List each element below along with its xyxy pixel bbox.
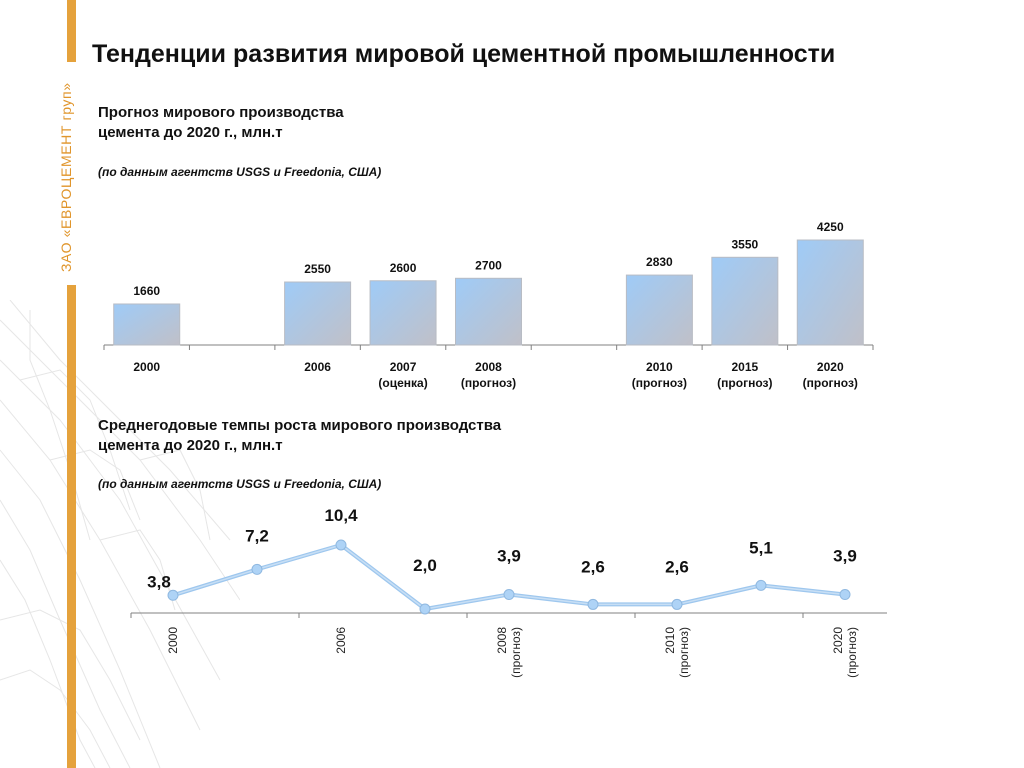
growth-tick-text: 2008 bbox=[495, 627, 509, 654]
bar-value-label: 2700 bbox=[475, 258, 502, 272]
bar-category-label: 2020 bbox=[817, 360, 844, 374]
bar-category-label: (прогноз) bbox=[717, 376, 772, 390]
chart2-heading-line2: цемента до 2020 г., млн.т bbox=[98, 437, 283, 454]
growth-value-label: 3,8 bbox=[147, 572, 171, 591]
growth-value-label: 5,1 bbox=[749, 538, 773, 557]
accent-stripe bbox=[67, 0, 76, 768]
bar bbox=[455, 277, 522, 346]
growth-tick-text: 2010 bbox=[663, 627, 677, 654]
bar-value-label: 1660 bbox=[133, 284, 160, 298]
bar bbox=[113, 303, 181, 346]
production-bar-chart: 1660 2000 2550 2006 2600 2007 (оценка) 2700 2008… bbox=[103, 220, 874, 390]
bar-category-label: 2000 bbox=[133, 360, 160, 374]
page-title: Тенденции развития мировой цементной про… bbox=[92, 40, 836, 68]
bar bbox=[284, 281, 352, 346]
chart2-heading-line1: Среднегодовые темпы роста мирового произ… bbox=[98, 417, 502, 434]
bar bbox=[796, 239, 864, 346]
growth-point bbox=[251, 563, 263, 575]
bar-value-label: 2600 bbox=[390, 261, 417, 275]
bar-value-label: 3550 bbox=[731, 237, 758, 251]
bar-category-label: 2015 bbox=[731, 360, 758, 374]
growth-point bbox=[335, 539, 347, 551]
bar-value-label: 2830 bbox=[646, 255, 673, 269]
bar bbox=[369, 280, 437, 346]
growth-point bbox=[503, 589, 515, 601]
growth-tick-text: (прогноз) bbox=[677, 627, 691, 678]
growth-tick-text: 2000 bbox=[166, 627, 180, 654]
growth-value-label: 2,6 bbox=[581, 557, 605, 576]
growth-tick-label: 2020 (прогноз) bbox=[831, 627, 859, 678]
growth-value-label: 10,4 bbox=[324, 506, 358, 525]
growth-tick-text: 2006 bbox=[334, 627, 348, 654]
growth-point bbox=[755, 579, 767, 591]
growth-tick-label: 2010 (прогноз) bbox=[663, 627, 691, 678]
growth-value-label: 2,0 bbox=[413, 556, 437, 575]
bar-category-label: (оценка) bbox=[378, 376, 427, 390]
bar-category-label: 2006 bbox=[304, 360, 331, 374]
growth-tick-text: 2020 bbox=[831, 627, 845, 654]
growth-tick-label: 2000 bbox=[166, 627, 180, 654]
growth-value-label: 7,2 bbox=[245, 526, 269, 545]
bar-category-label: 2008 bbox=[475, 360, 502, 374]
bar bbox=[711, 256, 779, 346]
growth-tick-label: 2006 bbox=[334, 627, 348, 654]
accent-stripe-top bbox=[67, 0, 76, 62]
bar-value-label: 4250 bbox=[817, 220, 844, 234]
growth-point bbox=[839, 589, 851, 601]
bar bbox=[625, 274, 693, 346]
growth-point bbox=[167, 589, 179, 601]
growth-point bbox=[671, 598, 683, 610]
stripe-gap bbox=[67, 0, 76, 285]
growth-value-label: 3,9 bbox=[497, 547, 521, 566]
chart1-heading-line2: цемента до 2020 г., млн.т bbox=[98, 124, 283, 141]
growth-value-label: 3,9 bbox=[833, 547, 857, 566]
bar-category-label: (прогноз) bbox=[461, 376, 516, 390]
growth-tick-text: (прогноз) bbox=[509, 627, 523, 678]
growth-tick-text: (прогноз) bbox=[845, 627, 859, 678]
chart2-source: (по данным агентств USGS и Freedonia, СШ… bbox=[98, 477, 382, 491]
growth-point bbox=[419, 603, 431, 615]
bar-category-label: (прогноз) bbox=[632, 376, 687, 390]
decorative-background-lines bbox=[0, 300, 240, 768]
bar-category-label: 2010 bbox=[646, 360, 673, 374]
chart1-heading-line1: Прогноз мирового производства bbox=[98, 104, 344, 121]
bar-value-label: 2550 bbox=[304, 262, 331, 276]
growth-tick-label: 2008 (прогноз) bbox=[495, 627, 523, 678]
chart1-source: (по данным агентств USGS и Freedonia, СШ… bbox=[98, 165, 382, 179]
growth-point bbox=[587, 598, 599, 610]
bar-category-label: (прогноз) bbox=[803, 376, 858, 390]
growth-value-label: 2,6 bbox=[665, 557, 689, 576]
bar-category-label: 2007 bbox=[390, 360, 417, 374]
